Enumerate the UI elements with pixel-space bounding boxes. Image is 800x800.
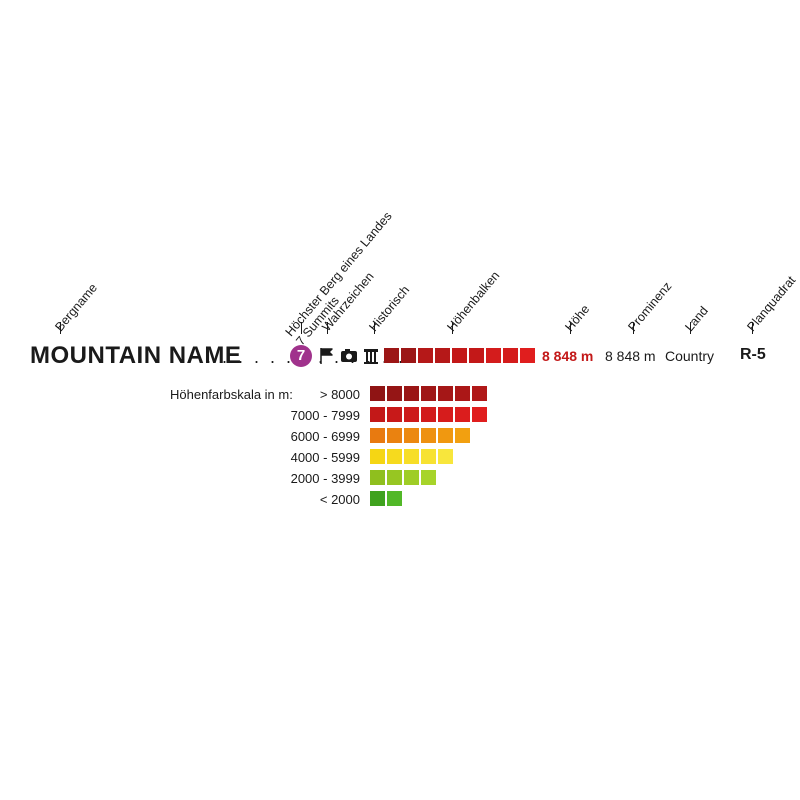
legend-square bbox=[387, 428, 402, 443]
legend-square bbox=[370, 470, 385, 485]
height-square bbox=[520, 348, 535, 363]
legend-square bbox=[455, 428, 470, 443]
callout-hoehenbalken-label: Höhenbalken bbox=[444, 269, 502, 334]
legend-row-label: 2000 - 3999 bbox=[170, 471, 360, 486]
legend-square bbox=[472, 407, 487, 422]
callout-hoehe-label: Höhe bbox=[562, 302, 592, 334]
legend-square bbox=[438, 428, 453, 443]
legend-square bbox=[421, 449, 436, 464]
legend-square bbox=[370, 386, 385, 401]
legend-square bbox=[455, 407, 470, 422]
callout-bergname-label: Bergname bbox=[52, 281, 100, 334]
prominence-value: 8 848 m bbox=[605, 348, 656, 364]
seven-summits-badge: 7 bbox=[290, 345, 312, 367]
legend-square bbox=[404, 470, 419, 485]
camera-icon bbox=[340, 347, 358, 365]
legend-row-label: 6000 - 6999 bbox=[170, 429, 360, 444]
callout-historisch-label: Historisch bbox=[366, 283, 412, 334]
pillar-icon bbox=[362, 347, 380, 365]
height-square bbox=[435, 348, 450, 363]
height-value: 8 848 m bbox=[542, 348, 593, 364]
flag-icon bbox=[318, 347, 336, 365]
height-square bbox=[486, 348, 501, 363]
legend-square bbox=[387, 491, 402, 506]
callout-land-label: Land bbox=[682, 304, 711, 334]
legend-square bbox=[438, 449, 453, 464]
legend-square bbox=[404, 386, 419, 401]
callout-prominenz-label: Prominenz bbox=[625, 279, 674, 334]
height-square bbox=[503, 348, 518, 363]
legend-square bbox=[370, 491, 385, 506]
legend-square bbox=[421, 386, 436, 401]
legend-row-label: 4000 - 5999 bbox=[170, 450, 360, 465]
legend-square bbox=[404, 428, 419, 443]
grid-ref-value: R-5 bbox=[740, 347, 766, 363]
height-square bbox=[418, 348, 433, 363]
callout-planquadrat-label: Planquadrat bbox=[744, 273, 798, 334]
legend-square bbox=[387, 386, 402, 401]
legend-square bbox=[472, 386, 487, 401]
legend-square bbox=[438, 407, 453, 422]
legend-row-label: 7000 - 7999 bbox=[170, 408, 360, 423]
legend-square bbox=[455, 386, 470, 401]
legend-square bbox=[387, 407, 402, 422]
legend-square bbox=[404, 449, 419, 464]
legend-square bbox=[421, 407, 436, 422]
height-square bbox=[401, 348, 416, 363]
legend-square bbox=[387, 449, 402, 464]
country-value: Country bbox=[665, 348, 714, 364]
legend-square bbox=[387, 470, 402, 485]
height-square bbox=[384, 348, 399, 363]
legend-square bbox=[370, 449, 385, 464]
height-square bbox=[452, 348, 467, 363]
legend-square bbox=[404, 407, 419, 422]
legend-square bbox=[421, 470, 436, 485]
legend-row-label: > 8000 bbox=[170, 387, 360, 402]
legend-square bbox=[370, 428, 385, 443]
legend-square bbox=[421, 428, 436, 443]
legend-square bbox=[438, 386, 453, 401]
legend-row-label: < 2000 bbox=[170, 492, 360, 507]
height-square bbox=[469, 348, 484, 363]
callout-highest-label: Höchster Berg eines Landes7 Summits bbox=[283, 209, 406, 348]
legend-square bbox=[370, 407, 385, 422]
